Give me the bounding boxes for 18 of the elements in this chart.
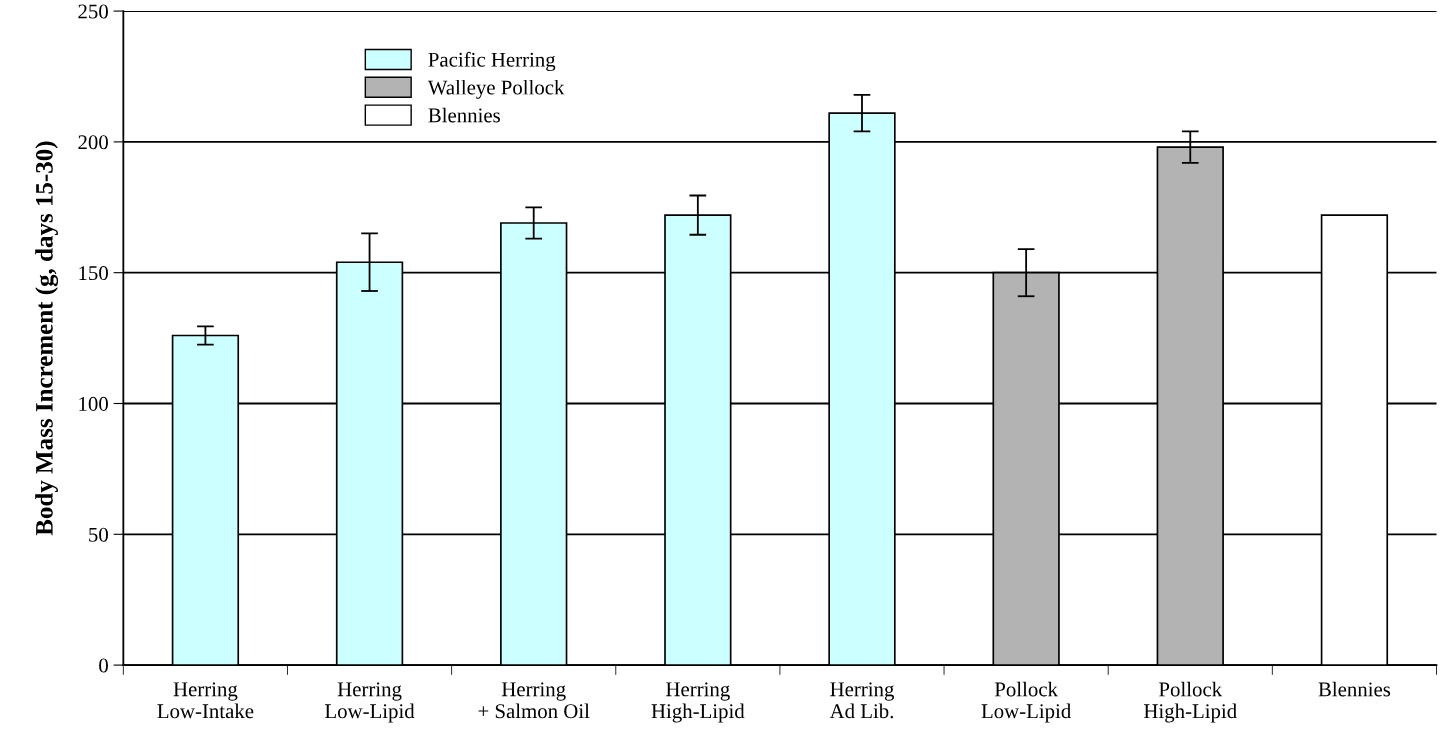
y-tick-label: 0 [99,658,108,673]
x-tick-label: Herring Low-Intake [157,682,254,719]
y-tick-label: 100 [79,396,108,411]
legend-label: Blennies [428,107,500,123]
x-tick-label: Herring Low-Lipid [325,682,415,723]
y-tick-label: 250 [78,4,108,19]
y-axis-title: Body Mass Increment (g, days 15-30) [35,141,59,536]
x-tick-label: Herring Ad Lib. [829,682,894,719]
y-tick-label: 50 [89,527,108,542]
x-tick-label: Pollock Low-Lipid [981,681,1072,723]
x-tick-label: Blennies [1318,681,1391,697]
x-tick-label: Herring + Salmon Oil [478,682,590,719]
x-tick-label: Herring High-Lipid [651,682,745,723]
x-tick-label: Pollock High-Lipid [1144,681,1237,723]
legend-label: Walleye Pollock [427,79,565,99]
legend-label: Pacific Herring [428,51,556,72]
y-tick-label: 150 [79,266,108,281]
y-tick-label: 200 [78,135,108,150]
